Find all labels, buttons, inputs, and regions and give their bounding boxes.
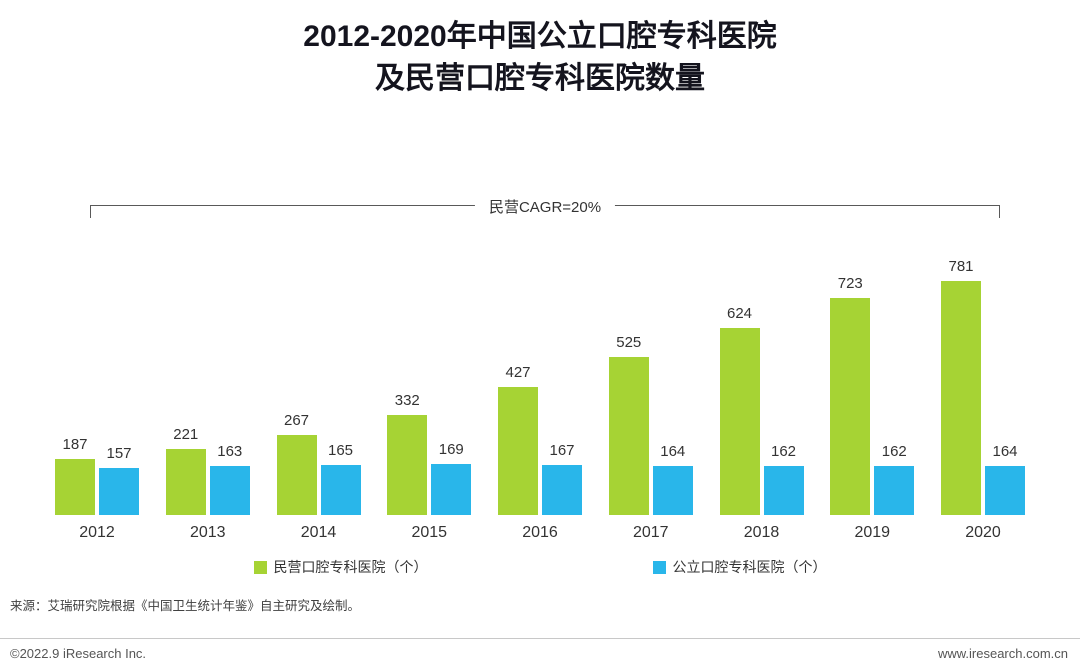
x-axis-label: 2016 (522, 524, 558, 541)
plot-area: 187 157 2012 221 163 2013 267 165 2014 332 169 2015… (55, 258, 1025, 541)
legend-label-private: 民营口腔专科医院（个） (273, 559, 428, 575)
bar-value-label: 164 (992, 443, 1018, 460)
bar-private (719, 328, 760, 515)
cagr-bracket: 民营CAGR=20% (90, 196, 1000, 218)
bar-private (165, 449, 206, 515)
bar-value-label: 332 (394, 392, 420, 409)
bar-value-label: 157 (106, 445, 132, 462)
source-note: 来源：艾瑞研究院根据《中国卫生统计年鉴》自主研究及绘制。 (10, 599, 361, 613)
legend-swatch-public (652, 560, 666, 574)
bar-value-label: 163 (217, 443, 243, 460)
bar-group: 624 162 2018 (719, 305, 804, 541)
bar-value-label: 624 (726, 305, 753, 322)
bar-value-label: 781 (948, 258, 974, 275)
x-axis-label: 2020 (965, 524, 1001, 541)
bar-private (387, 415, 428, 515)
footer-divider (0, 638, 1080, 639)
legend-item-private: 民营口腔专科医院（个） (253, 557, 428, 577)
bar-value-label: 525 (616, 334, 642, 351)
bar-group: 723 162 2019 (830, 275, 915, 541)
bar-private (941, 281, 981, 515)
chart-title: 2012-2020年中国公立口腔专科医院 及民营口腔专科医院数量 (0, 16, 1080, 100)
footer-url: www.iresearch.com.cn (937, 646, 1068, 661)
bar-value-label: 164 (660, 443, 686, 460)
bar-private (608, 357, 649, 515)
bar-public (652, 466, 693, 515)
bar-group: 267 165 2014 (276, 412, 361, 541)
bar-value-label: 267 (283, 412, 310, 429)
bar-public (320, 465, 361, 515)
bar-public (985, 466, 1025, 515)
legend-swatch-private (253, 560, 267, 574)
bar-group: 332 169 2015 (387, 392, 472, 541)
bar-private (276, 435, 317, 515)
chart-title-line1: 2012-2020年中国公立口腔专科医院 (303, 20, 777, 53)
legend: 民营口腔专科医院（个） 公立口腔专科医院（个） (0, 557, 1080, 577)
bar-group: 525 164 2017 (608, 334, 693, 541)
bar-public (763, 466, 804, 515)
bar-private (830, 298, 871, 515)
bar-value-label: 162 (770, 443, 797, 460)
bar-private (498, 387, 538, 515)
footer-copyright: ©2022.9 iResearch Inc. (10, 646, 147, 661)
x-axis-label: 2018 (743, 524, 780, 541)
bar-value-label: 162 (881, 443, 907, 460)
x-axis-label: 2014 (300, 524, 337, 541)
chart-title-line2: 及民营口腔专科医院数量 (375, 62, 705, 95)
bar-public (99, 468, 139, 515)
bar-value-label: 723 (837, 275, 863, 292)
bar-value-label: 427 (505, 364, 531, 381)
bar-value-label: 169 (438, 441, 464, 458)
x-axis-label: 2012 (79, 524, 115, 541)
bar-public (542, 465, 582, 515)
bar-private (55, 459, 95, 515)
bar-public (431, 464, 472, 515)
legend-item-public: 公立口腔专科医院（个） (652, 557, 827, 577)
x-axis-label: 2017 (632, 524, 669, 541)
bar-group: 187 157 2012 (55, 436, 139, 541)
bar-value-label: 221 (173, 426, 199, 443)
bar-public (874, 466, 915, 515)
x-axis-label: 2015 (411, 524, 448, 541)
bar-value-label: 187 (62, 436, 88, 453)
footer: ©2022.9 iResearch Inc. www.iresearch.com… (0, 646, 1080, 661)
bar-group: 781 164 2020 (941, 258, 1025, 541)
x-axis-label: 2019 (854, 524, 891, 541)
bar-value-label: 167 (549, 442, 575, 459)
bar-value-label: 165 (327, 442, 354, 459)
x-axis-label: 2013 (189, 524, 226, 541)
bar-group: 427 167 2016 (498, 364, 582, 541)
legend-label-public: 公立口腔专科医院（个） (672, 559, 827, 575)
bar-public (209, 466, 250, 515)
bar-group: 221 163 2013 (165, 426, 250, 541)
cagr-label: 民营CAGR=20% (474, 196, 616, 217)
